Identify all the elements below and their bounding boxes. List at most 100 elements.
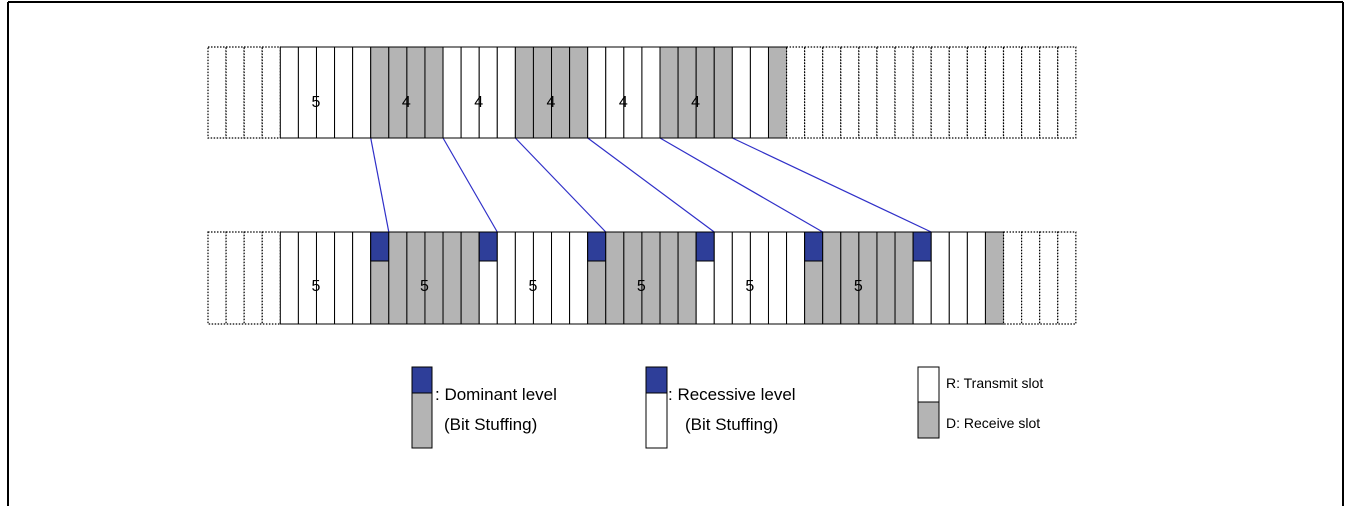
top-bit-slot — [749, 46, 769, 139]
top-bit-slot — [532, 46, 553, 139]
top-row-idle-slot — [207, 46, 227, 139]
top-bit-slot — [388, 46, 408, 139]
top-bit-slot — [424, 46, 444, 139]
legend-recessive-line1: : Recessive level — [668, 385, 796, 404]
bottom-bit-slot — [659, 231, 679, 325]
top-bit-slot — [695, 46, 715, 139]
bottom-group-label: 5 — [854, 278, 863, 295]
bottom-bit-slot — [876, 231, 896, 325]
top-bit-slot — [460, 46, 480, 139]
legend-recessive: : Recessive level (Bit Stuffing) — [645, 366, 796, 449]
top-row-idle-slot — [785, 46, 806, 139]
top-bit-slot — [659, 46, 679, 139]
stuff-connector-line — [442, 137, 498, 233]
top-bit-slot — [370, 46, 390, 139]
top-row-idle-slot — [243, 46, 263, 139]
bottom-group-label: 5 — [420, 278, 429, 295]
bottom-group-label: 5 — [745, 278, 754, 295]
top-group-label: 4 — [402, 94, 411, 111]
bottom-bit-slot — [442, 231, 462, 325]
top-bit-slot — [352, 46, 372, 139]
top-row-idle-slot — [261, 46, 281, 139]
top-row-idle-slot — [1057, 46, 1077, 139]
top-bit-slot — [406, 46, 426, 139]
legend-recessive-swatch-top — [645, 366, 668, 394]
bottom-row-idle-slot — [261, 231, 281, 325]
bottom-bit-slot — [677, 231, 697, 325]
bottom-bit-slot — [948, 231, 968, 325]
top-bit-slot — [514, 46, 534, 139]
stuff-connector-line — [514, 137, 607, 233]
bottom-bit-slot — [930, 231, 950, 325]
top-row-idle-slot — [822, 46, 842, 139]
bottom-group-label: 5 — [528, 278, 537, 295]
bottom-bit-slot — [767, 231, 788, 325]
bottom-bit-slot — [984, 231, 1005, 325]
bottom-bit-slot — [496, 231, 516, 325]
bottom-row-idle-slot — [1057, 231, 1077, 325]
legend-dominant-swatch-bottom — [411, 392, 433, 449]
top-bit-slot — [767, 46, 788, 139]
legend-recessive-line2: (Bit Stuffing) — [685, 415, 778, 434]
bottom-row-idle-slot — [1020, 231, 1041, 325]
top-row-idle-slot — [894, 46, 914, 139]
connector-lines — [370, 137, 932, 233]
top-row-idle-slot — [1039, 46, 1059, 139]
recessive-stuff-bit-marker — [478, 231, 498, 262]
bottom-bit-row: 5 5 5 5 5 5 — [207, 231, 1077, 325]
top-bit-row: 5 4 4 4 4 4 — [207, 46, 1077, 139]
top-row-idle-slot — [858, 46, 878, 139]
top-bit-slot — [641, 46, 661, 139]
top-bit-slot — [496, 46, 516, 139]
top-group-label: 5 — [311, 94, 320, 111]
top-bit-slot — [334, 46, 354, 139]
bottom-bit-slot — [894, 231, 914, 325]
legend-slots: R: Transmit slot D: Receive slot — [917, 366, 1043, 439]
bottom-bit-slot — [388, 231, 408, 325]
top-group-label: 4 — [547, 94, 556, 111]
stuff-connector-line — [587, 137, 715, 233]
stuff-connector-line — [732, 137, 932, 233]
bottom-bit-slot — [352, 231, 372, 325]
top-bit-slot — [587, 46, 607, 139]
bottom-row-idle-slot — [207, 231, 227, 325]
top-group-label: 4 — [474, 94, 483, 111]
dominant-stuff-bit-marker — [370, 231, 390, 262]
top-bit-slot — [713, 46, 733, 139]
top-bit-slot — [279, 46, 299, 139]
top-row-idle-slot — [912, 46, 932, 139]
bottom-group-label: 5 — [311, 278, 320, 295]
legend-transmit-label: R: Transmit slot — [946, 375, 1043, 391]
legend-receive-label: D: Receive slot — [946, 415, 1040, 431]
recessive-stuff-bit-marker — [912, 231, 932, 262]
legend-transmit-swatch — [917, 366, 940, 403]
legend-dominant-line1: : Dominant level — [435, 385, 557, 404]
bottom-row-idle-slot — [1002, 231, 1023, 325]
bottom-group-label: 5 — [637, 278, 646, 295]
top-row-idle-slot — [225, 46, 245, 139]
legend-recessive-swatch-bottom — [645, 392, 668, 449]
bottom-bit-slot — [605, 231, 625, 325]
dominant-stuff-bit-marker — [804, 231, 824, 262]
top-row-idle-slot — [1020, 46, 1041, 139]
legend-dominant: : Dominant level (Bit Stuffing) — [411, 366, 557, 449]
dominant-stuff-bit-marker — [587, 231, 607, 262]
bottom-row-idle-slot — [243, 231, 263, 325]
bottom-bit-slot — [279, 231, 299, 325]
legend-dominant-line2: (Bit Stuffing) — [444, 415, 537, 434]
top-bit-slot — [442, 46, 462, 139]
recessive-stuff-bit-marker — [695, 231, 715, 262]
top-bit-slot — [623, 46, 643, 139]
bottom-row-idle-slot — [1039, 231, 1059, 325]
top-bit-slot — [315, 46, 336, 139]
top-bit-slot — [569, 46, 589, 139]
bottom-bit-slot — [569, 231, 589, 325]
bottom-row-idle-slot — [225, 231, 245, 325]
top-row-idle-slot — [984, 46, 1005, 139]
stuff-connector-line — [659, 137, 824, 233]
top-bit-slot — [605, 46, 625, 139]
bottom-bit-slot — [786, 231, 806, 325]
top-bit-slot — [478, 46, 498, 139]
stuff-connector-line — [370, 137, 390, 233]
